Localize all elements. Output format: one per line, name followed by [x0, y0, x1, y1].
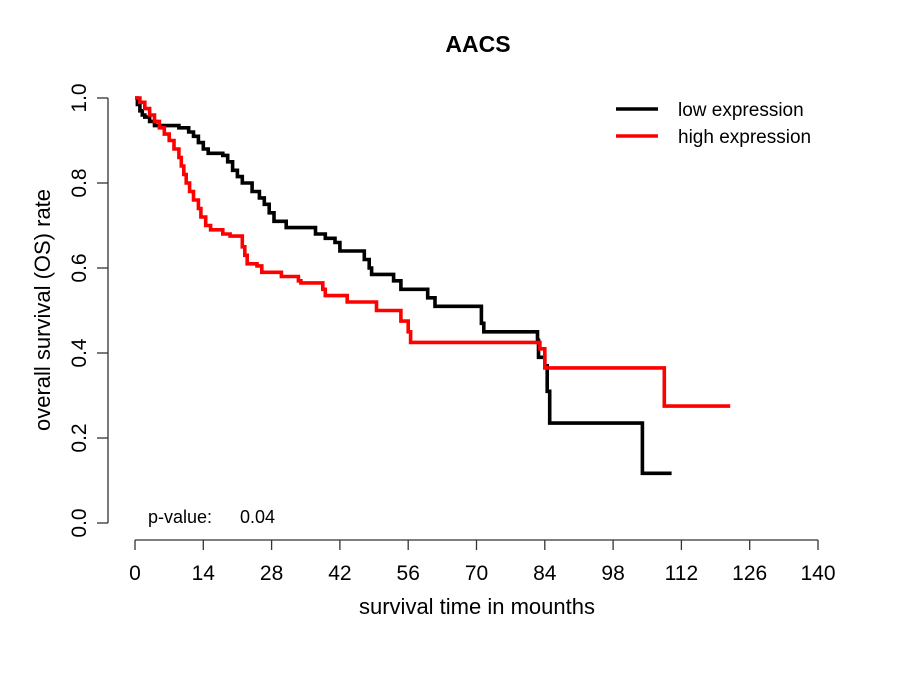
p-value-value: 0.04	[240, 507, 275, 527]
x-tick-label: 70	[465, 562, 488, 585]
y-tick-label: 0.6	[68, 253, 91, 282]
p-value-annotation: p-value: 0.04	[148, 507, 275, 527]
series-line-high-expression	[135, 96, 731, 408]
x-tick-label: 28	[260, 562, 283, 585]
x-tick-label: 112	[665, 562, 698, 585]
x-tick-label: 140	[800, 562, 835, 585]
y-axis: 0.0 0.2 0.4 0.6 0.8 1.0	[68, 83, 109, 538]
legend-label-high-expression: high expression	[678, 127, 811, 148]
y-tick-label: 0.8	[68, 168, 91, 197]
x-axis: 0 14 28 42 56 70 84 98 112 126 140	[129, 539, 836, 585]
chart-title: AACS	[445, 31, 510, 57]
x-tick-label: 126	[732, 562, 767, 585]
y-tick-label: 0.4	[68, 338, 91, 368]
x-tick-label: 84	[533, 562, 557, 585]
series-line-low-expression	[135, 96, 672, 476]
x-tick-label: 98	[601, 562, 624, 585]
x-axis-title: survival time in mounths	[359, 594, 595, 619]
x-tick-label: 0	[129, 562, 141, 585]
y-tick-label: 0.0	[68, 508, 91, 537]
legend: low expression high expression	[616, 100, 811, 148]
y-axis-title: overall survival (OS) rate	[30, 189, 55, 431]
legend-label-low-expression: low expression	[678, 100, 804, 121]
y-tick-label: 1.0	[68, 83, 91, 112]
p-value-label: p-value:	[148, 507, 212, 527]
x-tick-label: 42	[328, 562, 351, 585]
x-tick-label: 56	[397, 562, 420, 585]
series-group	[135, 96, 731, 476]
x-tick-label: 14	[192, 562, 216, 585]
y-tick-label: 0.2	[68, 423, 91, 452]
